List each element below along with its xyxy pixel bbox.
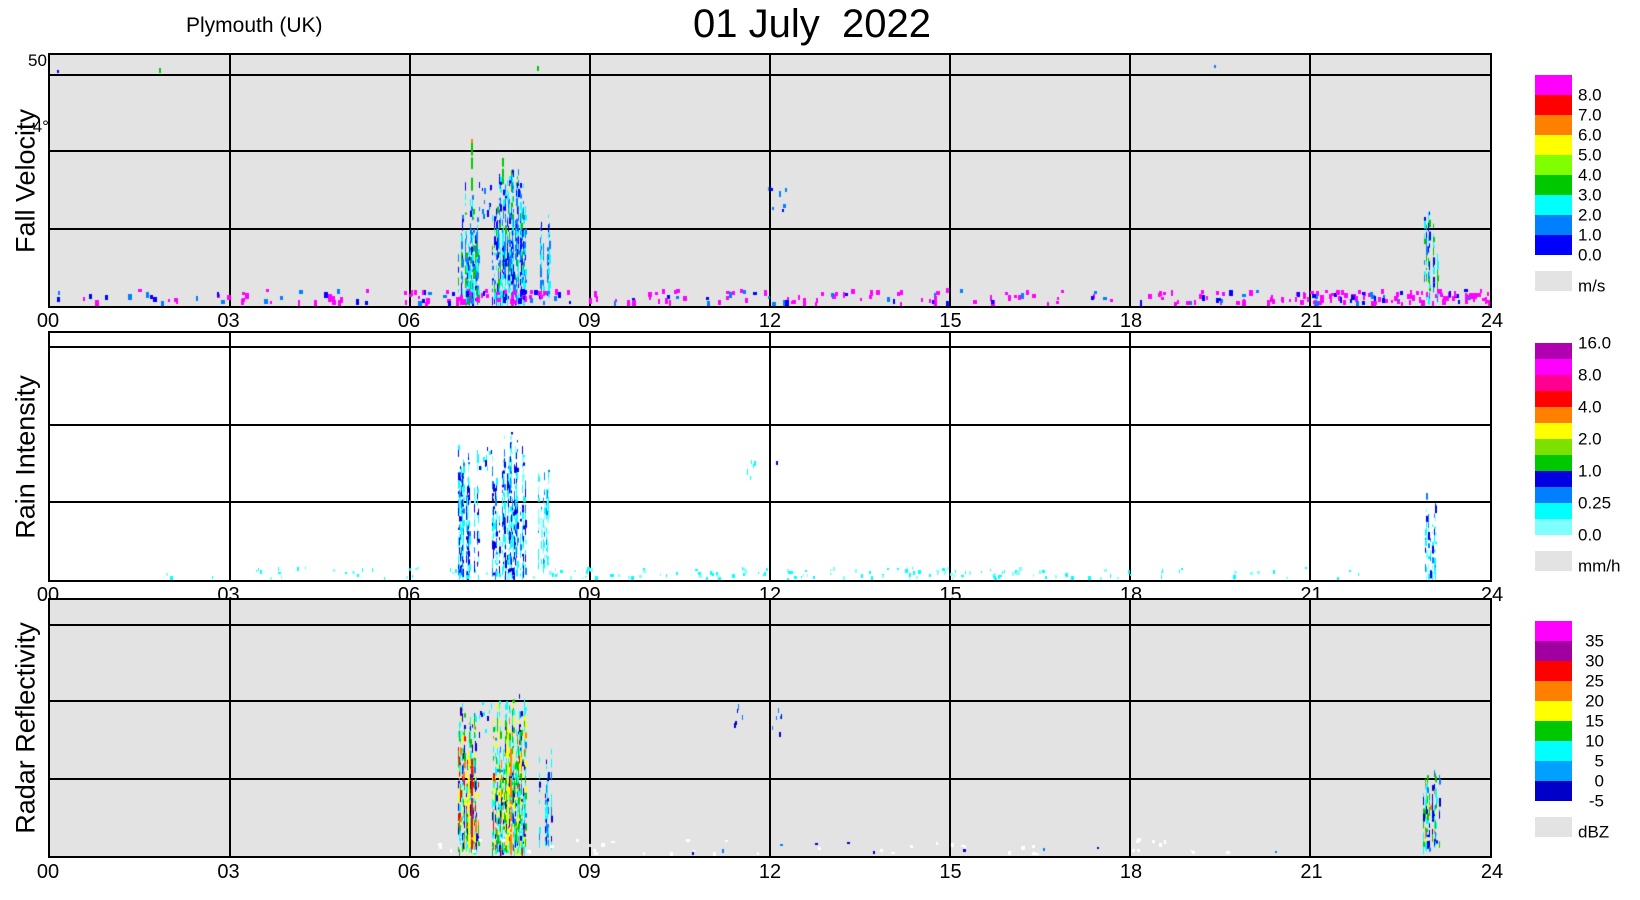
legend-color-band <box>1535 359 1572 375</box>
legend-color-band <box>1535 681 1572 701</box>
x-tick-label: 00 <box>36 861 60 883</box>
legend-unit-label: mm/h <box>1578 556 1621 576</box>
legend-color-band <box>1535 721 1572 741</box>
legend-band-label: 0.25 <box>1578 493 1612 513</box>
legend-color-band <box>1535 375 1572 391</box>
legend-color-band <box>1535 423 1572 439</box>
legend-color-band <box>1535 407 1572 423</box>
legend-band-label: 2.0 <box>1578 205 1602 225</box>
radar-reflectivity-x-axis: 00 03 06 09 12 15 18 21 24 <box>37 861 1503 885</box>
legend-color-band <box>1535 155 1572 175</box>
legend-color-band <box>1535 343 1572 359</box>
legend-color-band <box>1535 455 1572 471</box>
legend-color-band <box>1535 235 1572 255</box>
legend-band-label: 16.0 <box>1578 333 1612 353</box>
legend-band-label: 3.0 <box>1578 185 1602 205</box>
fall-velocity-axis-label: Fall Velocity <box>10 108 41 253</box>
legend-color-band <box>1535 195 1572 215</box>
legend-color-band <box>1535 439 1572 455</box>
rain-intensity-heatmap <box>50 333 1490 580</box>
legend-band-label: 0 <box>1594 771 1604 791</box>
legend-band-label: 4.0 <box>1578 165 1602 185</box>
legend-band-label: -5 <box>1588 791 1604 811</box>
legend-color-band <box>1535 621 1572 641</box>
radar-reflectivity-axis-label: Radar Reflectivity <box>10 622 41 834</box>
legend-color-band <box>1535 503 1572 519</box>
legend-band-label: 5.0 <box>1578 145 1602 165</box>
station-name: Plymouth (UK) <box>186 14 323 37</box>
legend-band-label: 25 <box>1585 671 1604 691</box>
legend-band-label: 0.0 <box>1578 525 1602 545</box>
legend-band-label: 1.0 <box>1578 225 1602 245</box>
legend-color-band <box>1535 781 1572 801</box>
x-tick-label: 09 <box>578 861 601 883</box>
fall-velocity-plot <box>48 53 1492 308</box>
legend-color-band <box>1535 471 1572 487</box>
x-tick-label: 00 <box>36 310 60 332</box>
legend-color-band <box>1535 641 1572 661</box>
radar-reflectivity-heatmap <box>50 600 1490 856</box>
legend-unit-label: m/s <box>1578 276 1606 296</box>
legend-color-band <box>1535 215 1572 235</box>
legend-band-label: 0.0 <box>1578 245 1602 265</box>
rain-intensity-axis-label: Rain Intensity <box>10 374 41 539</box>
x-tick-label: 03 <box>217 861 240 883</box>
legend-color-band <box>1535 741 1572 761</box>
x-tick-label: 18 <box>1119 861 1143 883</box>
legend-band-label: 1.0 <box>1578 461 1602 481</box>
date-title: 01 July 2022 <box>693 2 931 46</box>
legend-color-band <box>1535 661 1572 681</box>
legend-color-band <box>1535 135 1572 155</box>
radar-reflectivity-plot <box>48 598 1492 858</box>
legend-band-label: 30 <box>1585 651 1604 671</box>
legend-band-label: 20 <box>1585 691 1604 711</box>
rain-intensity-plot <box>48 331 1492 582</box>
legend-nodata-swatch <box>1535 271 1572 291</box>
legend-color-band <box>1535 761 1572 781</box>
fall-velocity-heatmap <box>50 55 1490 306</box>
legend-nodata-swatch <box>1535 551 1572 571</box>
legend-color-band <box>1535 115 1572 135</box>
legend-nodata-swatch <box>1535 817 1572 837</box>
legend-unit-label: dBZ <box>1578 822 1610 842</box>
legend-band-label: 2.0 <box>1578 429 1602 449</box>
legend-color-band <box>1535 175 1572 195</box>
legend-color-band <box>1535 487 1572 503</box>
legend-band-label: 15 <box>1585 711 1604 731</box>
x-tick-label: 15 <box>939 861 962 883</box>
legend-band-label: 35 <box>1585 631 1604 651</box>
x-tick-label: 06 <box>397 310 421 332</box>
legend-color-band <box>1535 75 1572 95</box>
x-tick-label: 21 <box>1300 861 1323 883</box>
legend-band-label: 8.0 <box>1578 85 1602 105</box>
legend-color-band <box>1535 391 1572 407</box>
legend-color-band <box>1535 95 1572 115</box>
legend-color-band <box>1535 701 1572 721</box>
legend-band-label: 4.0 <box>1578 397 1602 417</box>
legend-band-label: 5 <box>1594 751 1604 771</box>
legend-band-label: 8.0 <box>1578 365 1602 385</box>
x-tick-label: 24 <box>1480 310 1504 332</box>
x-tick-label: 06 <box>397 861 421 883</box>
legend-band-label: 6.0 <box>1578 125 1602 145</box>
legend-band-label: 7.0 <box>1578 105 1602 125</box>
x-tick-label: 12 <box>758 861 782 883</box>
x-tick-label: 24 <box>1480 861 1504 883</box>
x-tick-label: 03 <box>217 310 240 332</box>
x-tick-label: 21 <box>1300 310 1323 332</box>
legend-color-band <box>1535 519 1572 535</box>
x-tick-label: 18 <box>1119 310 1143 332</box>
x-tick-label: 12 <box>758 310 782 332</box>
x-tick-label: 15 <box>939 310 962 332</box>
legend-band-label: 10 <box>1585 731 1604 751</box>
x-tick-label: 09 <box>578 310 601 332</box>
fall-velocity-x-axis: 00 03 06 09 12 15 18 21 24 <box>37 310 1503 334</box>
